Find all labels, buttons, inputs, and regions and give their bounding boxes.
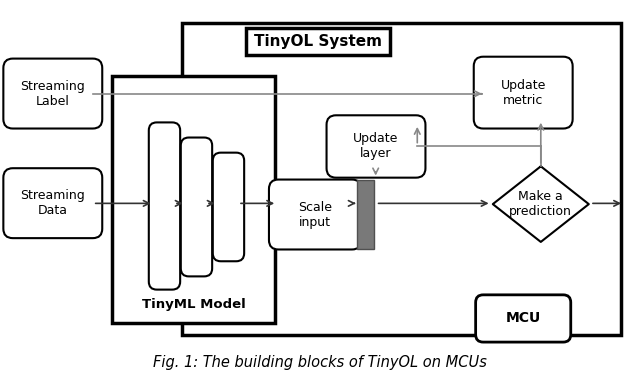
Bar <box>182 23 621 335</box>
Text: Update
metric: Update metric <box>500 79 546 107</box>
FancyBboxPatch shape <box>326 115 426 178</box>
FancyBboxPatch shape <box>149 122 180 290</box>
FancyBboxPatch shape <box>3 59 102 129</box>
Bar <box>357 180 374 249</box>
Text: Fig. 1: The building blocks of TinyOL on MCUs: Fig. 1: The building blocks of TinyOL on… <box>153 355 487 370</box>
FancyBboxPatch shape <box>212 153 244 261</box>
Text: Scale
input: Scale input <box>298 200 332 229</box>
Text: Make a
prediction: Make a prediction <box>509 190 572 218</box>
FancyBboxPatch shape <box>474 57 573 129</box>
Text: MCU: MCU <box>506 311 541 325</box>
Text: TinyML Model: TinyML Model <box>141 298 246 311</box>
FancyBboxPatch shape <box>180 138 212 276</box>
Text: Streaming
Label: Streaming Label <box>20 79 85 108</box>
FancyBboxPatch shape <box>269 180 362 249</box>
Text: Streaming
Data: Streaming Data <box>20 189 85 217</box>
Bar <box>112 76 275 323</box>
Text: TinyOL System: TinyOL System <box>254 34 383 49</box>
Polygon shape <box>493 166 589 242</box>
Bar <box>246 28 390 55</box>
Text: Update
layer: Update layer <box>353 132 399 161</box>
FancyBboxPatch shape <box>3 168 102 238</box>
FancyBboxPatch shape <box>476 295 571 342</box>
